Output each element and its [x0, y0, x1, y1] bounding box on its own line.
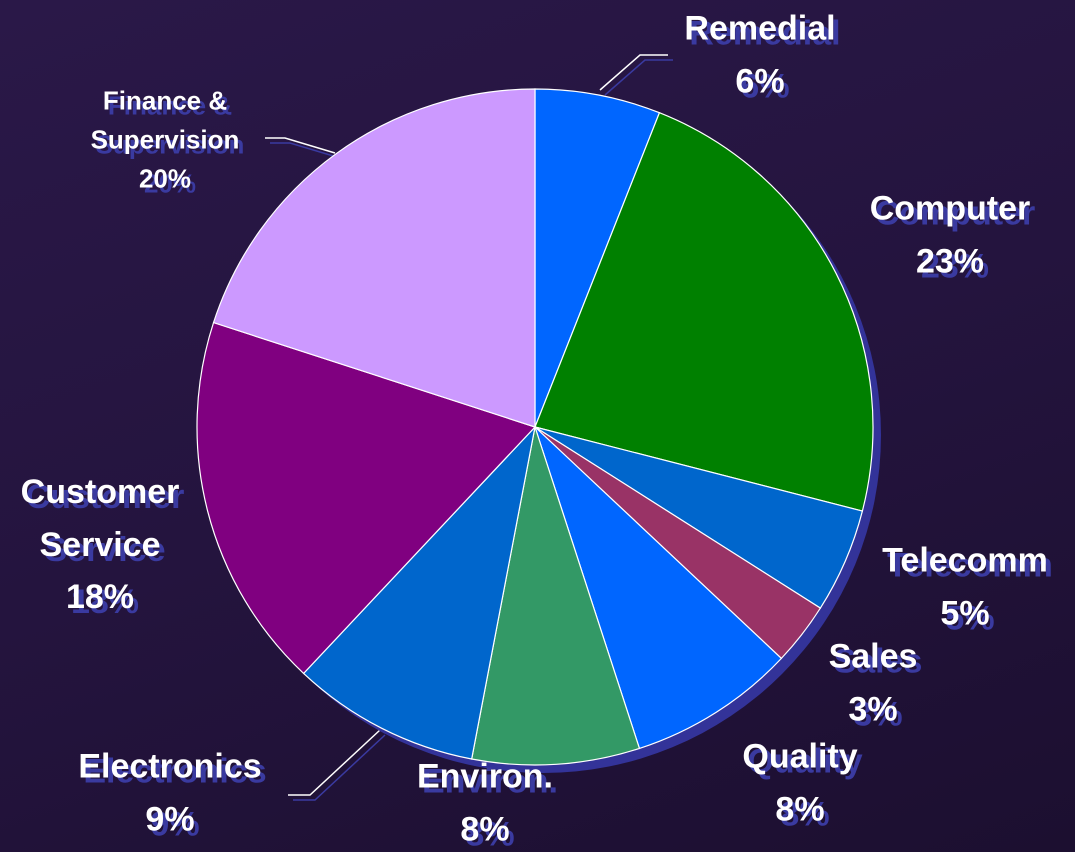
slice-label: Computer 23%	[870, 182, 1031, 287]
slice-name: Customer Service	[20, 472, 180, 564]
pie-slice	[212, 88, 536, 428]
slice-value: 23%	[915, 242, 985, 280]
slice-value: 9%	[145, 800, 195, 838]
slice-name: Remedial	[684, 9, 836, 48]
slice-value: 18%	[65, 578, 135, 617]
leader-line	[265, 137, 336, 154]
slice-name: Telecomm	[882, 541, 1048, 580]
leader-shadow	[270, 142, 341, 159]
pie-slice	[470, 426, 641, 766]
slice-value: 6%	[735, 62, 785, 100]
slice-label: Remedial 6%	[684, 2, 835, 107]
slice-name: Computer	[869, 189, 1031, 228]
leader-shadow	[604, 59, 673, 96]
pie-slice	[534, 111, 874, 512]
slice-value: 8%	[460, 810, 510, 848]
slice-value: 5%	[940, 594, 990, 632]
slice-name: Finance & Supervision	[90, 85, 240, 155]
slice-name: Electronics	[78, 747, 262, 786]
slice-label: Environ. 8%	[417, 750, 553, 852]
slice-label: Telecomm 5%	[882, 534, 1048, 639]
slice-label: Quality 8%	[742, 730, 857, 835]
slice-label: Finance & Supervision 20%	[65, 82, 265, 199]
slice-label: Electronics 9%	[78, 740, 261, 845]
slice-name: Sales	[828, 637, 918, 676]
leader-line	[288, 729, 381, 796]
slice-label: Customer Service 18%	[0, 466, 200, 624]
pie-slice	[534, 426, 783, 750]
slice-value: 20%	[138, 163, 192, 194]
pie-slice	[302, 425, 536, 760]
slice-value: 3%	[848, 690, 898, 728]
pie-slice	[534, 88, 661, 428]
slice-name: Environ.	[416, 757, 554, 796]
slice-name: Quality	[742, 737, 858, 776]
slice-value: 8%	[775, 790, 825, 828]
slice-label: Sales 3%	[829, 630, 918, 735]
pie-slice	[196, 321, 537, 675]
leader-line	[599, 54, 668, 91]
leader-shadow	[293, 734, 386, 801]
